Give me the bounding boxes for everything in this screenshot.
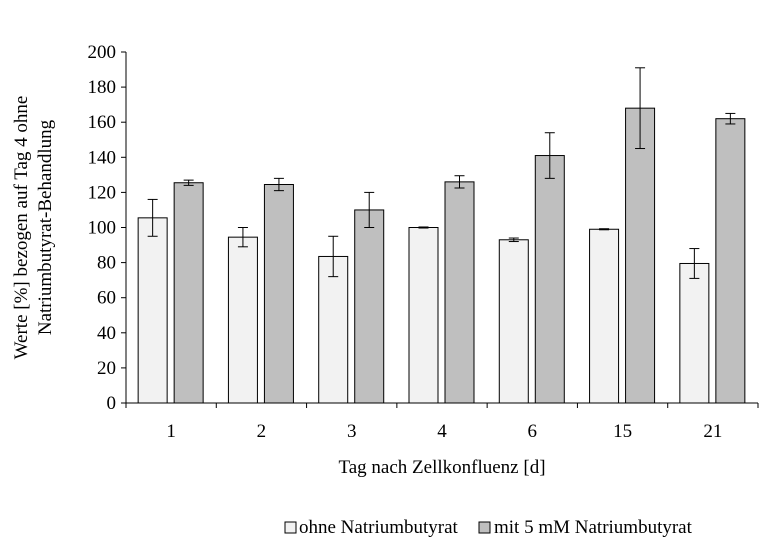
bar-mit-1 xyxy=(173,182,204,404)
bar-mit-15 xyxy=(625,107,656,404)
bars xyxy=(137,107,746,404)
bar-ohne-3 xyxy=(318,255,349,404)
x-axis-ticks: 1 2 3 4 6 15 21 xyxy=(166,421,722,442)
y-tick-label: 80 xyxy=(97,253,116,274)
x-tick-label: 21 xyxy=(703,421,722,442)
x-tick-label: 2 xyxy=(257,421,267,442)
x-tick-label: 1 xyxy=(166,421,176,442)
bar-mit-3 xyxy=(354,209,385,404)
bar-ohne-2 xyxy=(227,236,258,404)
y-tick-label: 140 xyxy=(88,147,117,168)
y-tick-label: 120 xyxy=(88,182,117,203)
y-axis-title-line: Natriumbutyrat-Behandlung xyxy=(35,119,56,335)
bar-mit-21 xyxy=(715,118,746,404)
y-axis-ticks: 0 20 40 60 80 100 120 140 160 180 200 xyxy=(88,42,126,414)
error-bars xyxy=(147,67,736,279)
axes xyxy=(125,52,759,408)
bar-ohne-4 xyxy=(408,227,439,404)
bar-mit-4 xyxy=(444,181,475,404)
x-tick-label: 4 xyxy=(437,421,447,442)
y-axis-title-line: Werte [%] bezogen auf Tag 4 ohne xyxy=(11,96,32,360)
bar-mit-6 xyxy=(534,155,565,404)
x-tick-label: 6 xyxy=(528,421,538,442)
x-tick-label: 3 xyxy=(347,421,357,442)
legend-swatch-mit xyxy=(478,521,491,534)
legend-label-mit: mit 5 mM Natriumbutyrat xyxy=(494,517,693,538)
y-tick-label: 0 xyxy=(107,393,117,414)
y-axis-title: Werte [%] bezogen auf Tag 4 ohne Natriumb… xyxy=(11,96,56,360)
bar-ohne-15 xyxy=(589,228,620,404)
legend-swatch-ohne xyxy=(284,521,297,534)
y-tick-label: 160 xyxy=(88,112,117,133)
x-axis-title: Tag nach Zellkonfluenz [d] xyxy=(338,457,545,478)
y-tick-label: 20 xyxy=(97,358,116,379)
legend: ohne Natriumbutyrat mit 5 mM Natriumbutyr… xyxy=(284,517,693,538)
y-tick-label: 40 xyxy=(97,323,116,344)
y-tick-label: 60 xyxy=(97,288,116,309)
y-tick-label: 200 xyxy=(88,42,117,63)
legend-label-ohne: ohne Natriumbutyrat xyxy=(299,517,459,538)
y-tick-label: 180 xyxy=(88,77,117,98)
bar-ohne-6 xyxy=(498,239,529,404)
y-tick-label: 100 xyxy=(88,218,117,239)
x-tick-label: 15 xyxy=(613,421,632,442)
bar-mit-2 xyxy=(263,184,294,404)
bar-ohne-1 xyxy=(137,217,168,404)
bar-ohne-21 xyxy=(679,262,710,404)
